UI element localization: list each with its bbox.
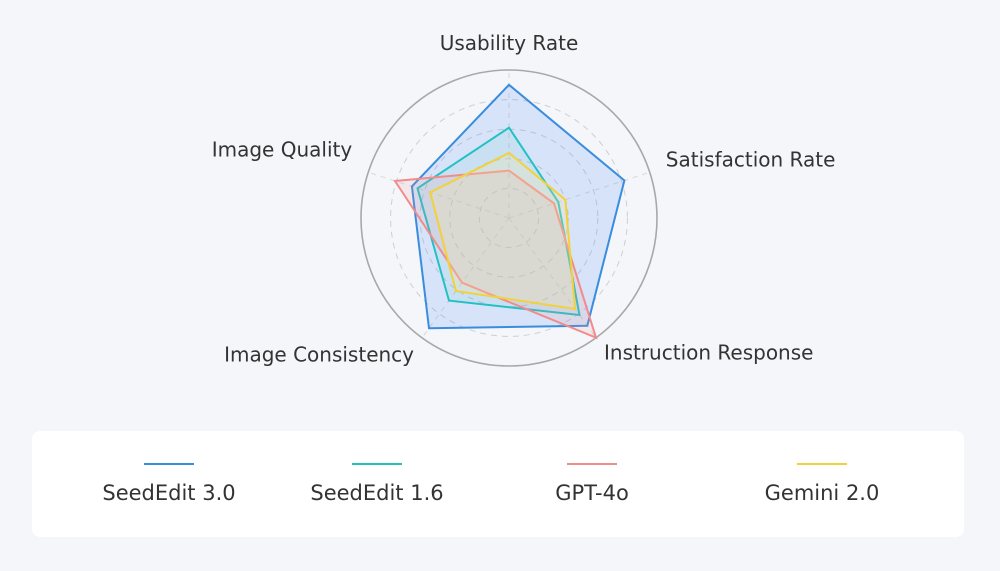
- legend-swatch-gpt-4o: [567, 463, 617, 465]
- grid-ring-4: [390, 99, 628, 337]
- legend-label-seededit-1-6: SeedEdit 1.6: [310, 481, 444, 505]
- axis-label-usability-rate: Usability Rate: [440, 31, 579, 55]
- radar-series: [393, 83, 626, 340]
- legend-label-seededit-3-0: SeedEdit 3.0: [102, 481, 236, 505]
- legend-swatch-seededit-1-6: [352, 463, 402, 465]
- series-polygon-gemini-2-0: [429, 151, 577, 311]
- grid-outer-circle: [360, 69, 658, 367]
- grid-spoke-3: [508, 217, 597, 339]
- grid-ring-1: [478, 187, 540, 249]
- radar-grid: [360, 69, 658, 367]
- series-polygon-gpt-4o: [393, 169, 598, 340]
- legend-label-gpt-4o: GPT-4o: [555, 481, 629, 505]
- grid-spoke-5: [368, 171, 510, 219]
- legend-label-gemini-2-0: Gemini 2.0: [764, 481, 880, 505]
- legend-item-seededit-3-0[interactable]: SeedEdit 3.0: [69, 431, 269, 537]
- axis-label-image-quality: Image Quality: [212, 137, 353, 161]
- legend-item-seededit-1-6[interactable]: SeedEdit 1.6: [277, 431, 477, 537]
- legend-item-gemini-2-0[interactable]: Gemini 2.0: [722, 431, 922, 537]
- grid-spoke-2: [508, 171, 650, 219]
- axis-labels: Usability Rate Satisfaction Rate Instructi…: [212, 31, 836, 367]
- axis-label-image-consistency: Image Consistency: [224, 343, 414, 367]
- legend-item-gpt-4o[interactable]: GPT-4o: [492, 431, 692, 537]
- grid-spoke-4: [421, 217, 510, 339]
- legend-swatch-seededit-3-0: [144, 463, 194, 465]
- axis-label-instruction-response: Instruction Response: [604, 341, 813, 365]
- radar-chart: Usability Rate Satisfaction Rate Instructi…: [212, 31, 836, 367]
- axis-label-satisfaction-rate: Satisfaction Rate: [666, 147, 836, 171]
- legend: SeedEdit 3.0 SeedEdit 1.6 GPT-4o Gemini 2.0: [32, 431, 964, 537]
- grid-ring-2: [449, 158, 569, 278]
- legend-swatch-gemini-2-0: [797, 463, 847, 465]
